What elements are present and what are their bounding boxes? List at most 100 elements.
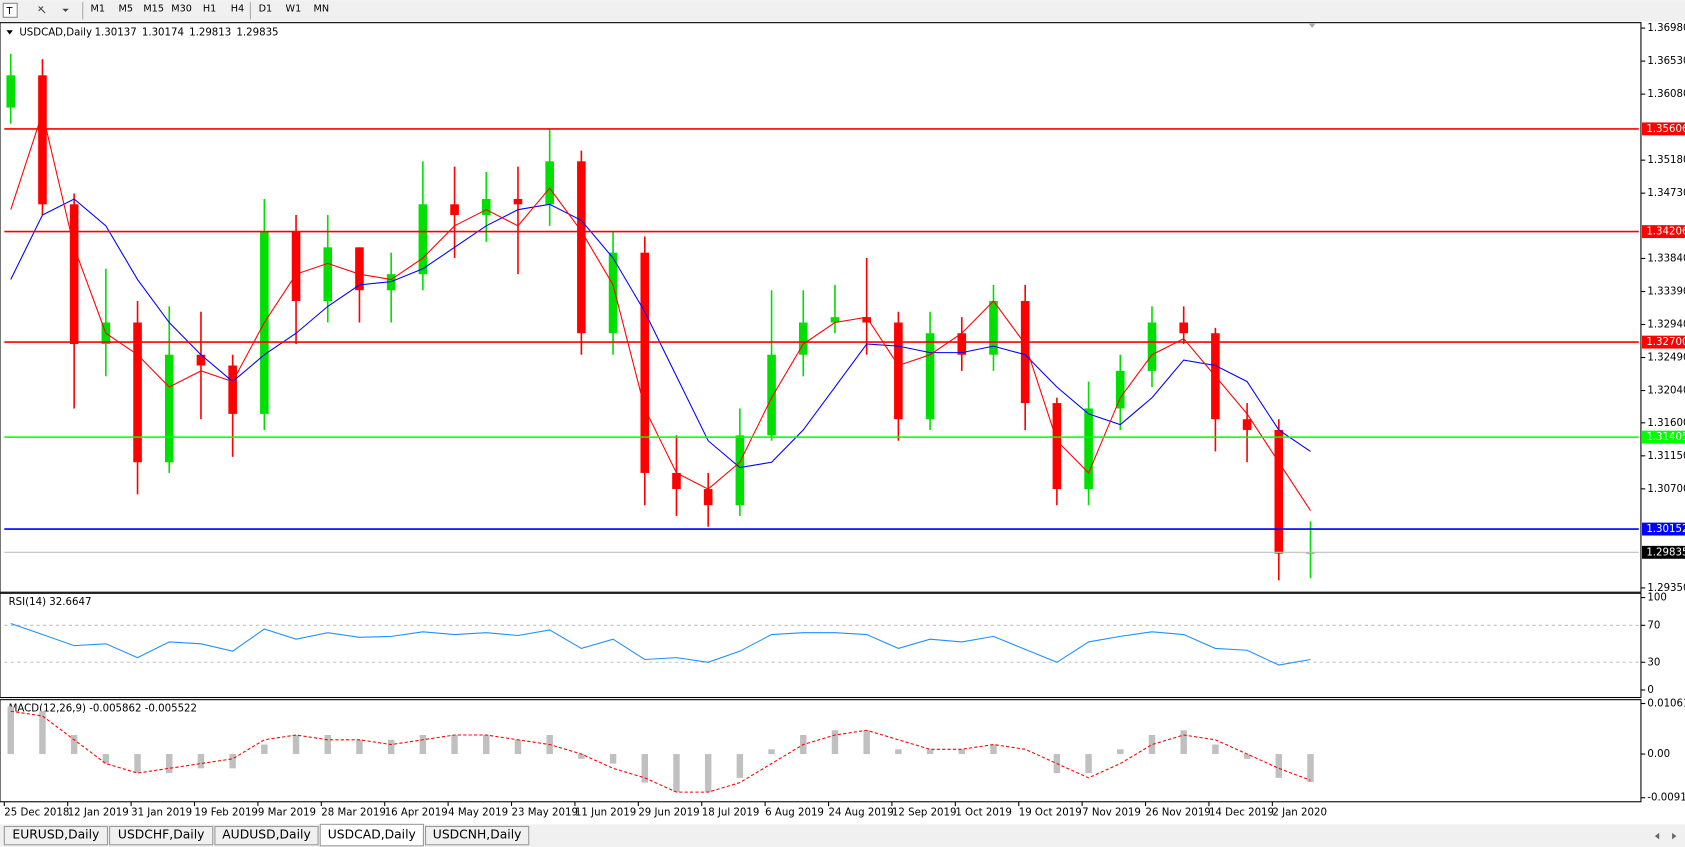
candle-body: [672, 472, 681, 490]
macd-bar: [1085, 754, 1092, 774]
level-label-box: [1642, 122, 1685, 136]
macd-bar: [1180, 730, 1187, 755]
macd-bar: [483, 735, 490, 755]
timeframe-button[interactable]: M1: [91, 4, 105, 15]
timeframe-button[interactable]: M5: [118, 4, 132, 15]
candle-body: [640, 252, 650, 473]
timeframe-button[interactable]: D1: [259, 4, 273, 15]
macd-title: MACD(12,26,9) -0.005862 -0.005522: [9, 703, 197, 714]
macd-bar: [324, 735, 331, 755]
toolbar: [0, 0, 1685, 22]
x-tick-label: 31 Jan 2019: [131, 808, 192, 819]
x-tick-label: 14 Dec 2019: [1209, 808, 1274, 819]
candle-body: [1052, 403, 1062, 490]
candle-body: [450, 204, 459, 216]
x-tick-label: 12 Sep 2019: [892, 808, 957, 819]
shift-marker: [1308, 23, 1316, 29]
panel-menu[interactable]: [6, 30, 13, 35]
candle-body: [608, 252, 618, 334]
candle-body: [798, 322, 808, 355]
x-tick-label: 2 Jan 2020: [1272, 808, 1327, 819]
tab-label[interactable]: EURUSD,Daily: [12, 828, 99, 842]
level-label-box: [1642, 430, 1685, 444]
quote-value: 1.29813: [189, 27, 231, 38]
y-tick-label: 1.36080: [1647, 89, 1685, 100]
macd-bar: [134, 754, 141, 774]
macd-bar: [1275, 754, 1283, 778]
candle-body: [1242, 419, 1252, 430]
y-tick-label: -0.009181: [1647, 793, 1685, 804]
macd-bar: [673, 754, 680, 793]
candle-body: [577, 161, 586, 334]
macd-bar: [958, 749, 966, 755]
y-tick-label: 1.32940: [1647, 320, 1685, 331]
candle-body: [1306, 552, 1315, 554]
dropdown[interactable]: [62, 8, 69, 12]
macd-bar: [1243, 754, 1251, 759]
candle-body: [1084, 408, 1093, 490]
macd-bar: [863, 730, 870, 755]
candle-body: [228, 365, 237, 414]
macd-bar: [1212, 744, 1219, 755]
y-tick-label: 1.33840: [1647, 253, 1685, 264]
y-tick-label: 1.36980: [1647, 23, 1685, 34]
macd-bar: [514, 739, 522, 755]
quote-value: 1.30137: [95, 27, 137, 38]
level-label: 1.30152: [1646, 524, 1685, 535]
quote-value: 1.29835: [236, 27, 278, 38]
timeframe-button[interactable]: H4: [231, 4, 244, 15]
timeframe-button[interactable]: W1: [286, 4, 302, 15]
arrow-tool[interactable]: [38, 6, 46, 14]
quote-value: 1.30174: [142, 27, 184, 38]
signal-line: [10, 710, 1311, 793]
y-tick-label: 1.33390: [1647, 286, 1685, 297]
tab[interactable]: [425, 825, 530, 846]
macd-bar: [102, 754, 110, 764]
timeframe-button[interactable]: M30: [171, 4, 192, 15]
tab[interactable]: [214, 825, 319, 846]
y-tick-label: 70: [1647, 620, 1660, 631]
x-tick-label: 18 Jul 2019: [702, 808, 760, 819]
candle-body: [164, 354, 174, 463]
timeframe-button[interactable]: H1: [203, 4, 216, 15]
macd-bar: [356, 739, 363, 755]
candle-body: [386, 274, 396, 291]
y-tick-label: 0: [1647, 685, 1653, 696]
y-tick-label: 1.31600: [1647, 418, 1685, 429]
text-tool[interactable]: [2, 2, 18, 18]
price-panel: [0, 22, 1642, 593]
macd-bar: [387, 739, 395, 755]
candle-body: [767, 354, 776, 436]
x-tick-label: 25 Dec 2018: [4, 808, 69, 819]
timeframe-button[interactable]: M15: [143, 4, 164, 15]
x-tick-label: 19 Oct 2019: [1019, 808, 1082, 819]
tab-label[interactable]: USDCNH,Daily: [433, 828, 522, 842]
candle-body: [957, 333, 967, 355]
tab-label[interactable]: USDCHF,Daily: [118, 828, 205, 842]
tab[interactable]: [109, 825, 214, 846]
y-tick-label: 1.32490: [1647, 353, 1685, 364]
tab-scroll[interactable]: [1654, 832, 1677, 840]
candle-body: [196, 354, 206, 366]
macd-bar: [166, 754, 173, 774]
text-tool-icon: T: [5, 6, 12, 17]
tab-label[interactable]: USDCAD,Daily: [328, 828, 416, 842]
candle-body: [481, 198, 491, 216]
moving-average: [10, 110, 1311, 511]
tab[interactable]: [3, 825, 108, 846]
x-tick-label: 9 Mar 2019: [258, 808, 316, 819]
x-tick-label: 6 Aug 2019: [765, 808, 824, 819]
tab-label[interactable]: AUDUSD,Daily: [222, 828, 311, 842]
candle-body: [38, 75, 47, 205]
timeframe-button[interactable]: MN: [314, 4, 330, 15]
macd-bar: [768, 749, 775, 755]
candle-body: [545, 161, 554, 205]
macd-bar: [895, 749, 902, 755]
macd-bar: [7, 706, 14, 755]
macd-bar: [419, 735, 427, 755]
tab[interactable]: [319, 823, 424, 847]
macd-bar: [1117, 749, 1124, 755]
candle-body: [69, 204, 79, 345]
candle-body: [133, 322, 142, 463]
